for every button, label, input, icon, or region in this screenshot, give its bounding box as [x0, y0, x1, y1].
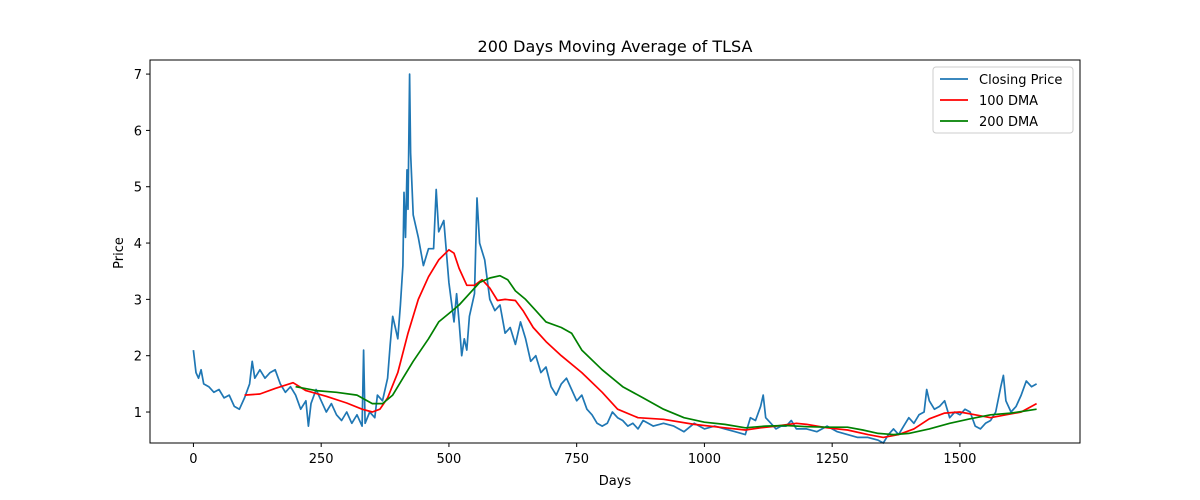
legend-box	[932, 66, 1074, 134]
plot-frame	[149, 59, 1081, 444]
plot-area	[192, 73, 1038, 444]
y-tick-label-0: 1	[134, 406, 142, 421]
x-axis-label: Days	[599, 474, 632, 489]
y-tick-label-5: 6	[134, 124, 142, 139]
y-tick-label-2: 3	[134, 293, 142, 308]
axes: 0 250 500 750 1000 1250 1500 1 2 3 4 5 6 7	[134, 68, 977, 467]
x-tick-label-4: 1000	[688, 452, 721, 467]
legend-label-1: 100 DMA	[979, 94, 1038, 109]
x-tick-label-0: 0	[189, 452, 197, 467]
legend: Closing Price 100 DMA 200 DMA	[932, 66, 1074, 134]
x-tick-label-1: 250	[309, 452, 334, 467]
y-tick-label-1: 2	[134, 350, 142, 365]
y-tick-label-3: 4	[134, 237, 142, 252]
x-tick-label-5: 1250	[816, 452, 849, 467]
legend-label-0: Closing Price	[979, 73, 1062, 88]
chart-title: 200 Days Moving Average of TLSA	[478, 37, 753, 56]
legend-label-2: 200 DMA	[979, 115, 1038, 130]
y-axis-label: Price	[112, 237, 127, 269]
y-tick-label-6: 7	[134, 68, 142, 83]
y-tick-label-4: 5	[134, 181, 142, 196]
series-line-2	[295, 274, 1037, 436]
x-tick-label-2: 500	[437, 452, 462, 467]
x-tick-label-6: 1500	[943, 452, 976, 467]
x-tick-label-3: 750	[564, 452, 589, 467]
